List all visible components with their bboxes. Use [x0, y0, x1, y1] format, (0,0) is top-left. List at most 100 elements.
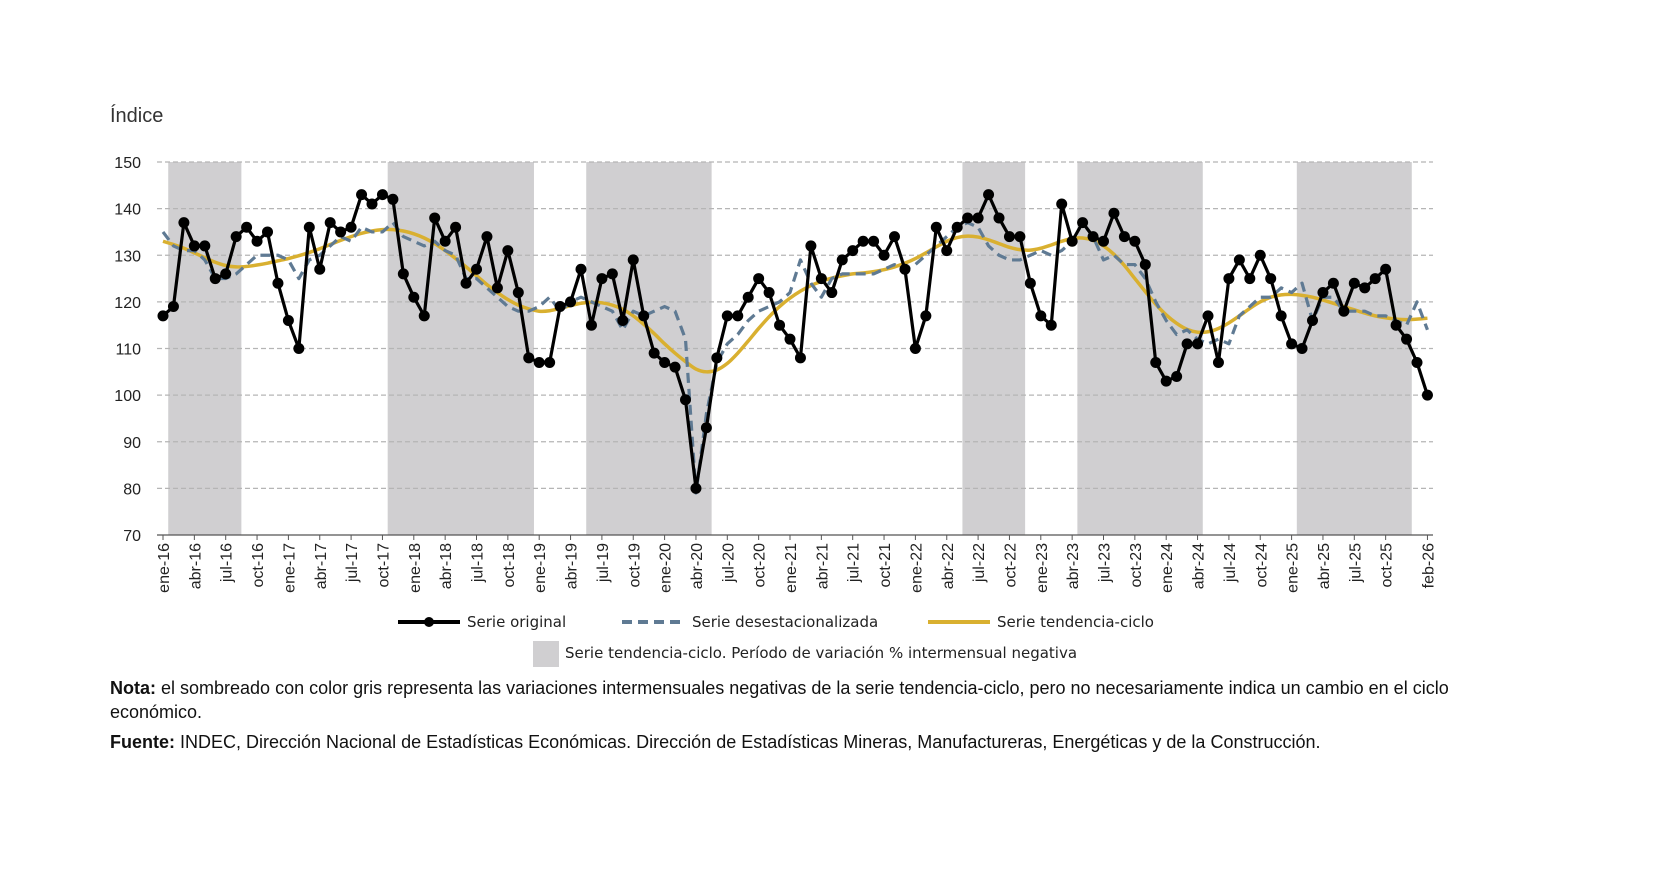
x-tick-label: jul-19 [595, 543, 612, 583]
data-point [1359, 282, 1371, 294]
data-point [167, 301, 179, 313]
data-point [784, 333, 796, 345]
data-point [575, 263, 587, 275]
data-point [471, 263, 482, 275]
y-tick-label: 100 [114, 388, 141, 405]
x-tick-label: jul-20 [720, 543, 737, 583]
data-point [1202, 310, 1214, 322]
data-point [460, 277, 472, 289]
x-tick-label: oct-22 [1002, 543, 1019, 588]
data-point [1171, 370, 1183, 382]
data-point [1150, 356, 1162, 368]
data-point [1087, 231, 1099, 243]
data-point [1192, 338, 1204, 350]
x-tick-label: oct-18 [501, 543, 518, 588]
data-point [376, 189, 388, 201]
data-point [774, 319, 786, 331]
data-point [742, 291, 754, 303]
data-point [1160, 375, 1172, 387]
data-point [1108, 207, 1120, 219]
data-point [680, 394, 691, 406]
data-point [794, 352, 806, 364]
data-point [951, 221, 963, 233]
x-tick-label: abr-17 [313, 543, 330, 589]
data-point [690, 482, 702, 494]
x-tick-label: ene-18 [407, 543, 424, 593]
data-point [282, 315, 294, 327]
data-point [157, 310, 169, 322]
data-point [272, 277, 284, 289]
data-point [178, 217, 190, 229]
data-point [1327, 277, 1339, 289]
data-point [1056, 198, 1068, 210]
data-point [293, 343, 305, 354]
x-tick-label: oct-23 [1128, 543, 1145, 588]
data-point [314, 263, 326, 275]
data-point [1348, 277, 1360, 289]
data-point [262, 226, 273, 238]
data-point [1129, 235, 1141, 247]
data-point [606, 268, 618, 280]
data-point [1223, 273, 1235, 285]
data-point [1244, 273, 1256, 285]
legend-marker-original [424, 617, 434, 627]
legend-label-shaded: Serie tendencia-ciclo. Período de variac… [565, 644, 1077, 662]
data-point [1265, 273, 1277, 285]
data-point [1139, 259, 1151, 271]
data-point [335, 226, 347, 238]
data-point [899, 263, 911, 275]
data-point [1401, 333, 1413, 345]
note-text: Nota: el sombreado con color gris repres… [110, 676, 1530, 724]
legend-label-desestacionalizada: Serie desestacionalizada [692, 613, 878, 631]
x-tick-label: jul-22 [971, 543, 988, 583]
legend-label-original: Serie original [467, 613, 566, 631]
data-point [1233, 254, 1245, 266]
x-tick-label: jul-23 [1097, 543, 1114, 583]
data-point [1296, 343, 1308, 354]
data-point [1275, 310, 1287, 322]
data-point [450, 221, 462, 233]
data-point [1035, 310, 1047, 322]
data-point [983, 189, 995, 201]
data-point [366, 198, 378, 210]
data-point [230, 231, 242, 243]
x-tick-label: abr-20 [689, 543, 706, 589]
data-point [638, 310, 650, 322]
data-point [429, 212, 441, 224]
data-point [1411, 356, 1423, 368]
x-tick-label: oct-19 [626, 543, 643, 588]
source-body: INDEC, Dirección Nacional de Estadística… [175, 732, 1321, 752]
data-point [700, 422, 712, 434]
data-point [1380, 263, 1392, 275]
x-tick-label: ene-23 [1034, 543, 1051, 593]
y-tick-label: 140 [114, 202, 141, 219]
series-line-1 [161, 221, 1429, 495]
data-point [356, 189, 368, 201]
data-point [596, 273, 608, 285]
data-point [533, 356, 545, 368]
data-point [512, 287, 524, 299]
data-point [1254, 249, 1266, 261]
data-point [1338, 305, 1350, 317]
data-point [920, 310, 932, 322]
note-label: Nota: [110, 678, 156, 698]
data-point [972, 212, 984, 224]
x-tick-label: oct-20 [752, 543, 769, 588]
data-point [220, 268, 232, 280]
data-point [1317, 287, 1329, 299]
data-point [1286, 338, 1298, 350]
data-point [491, 282, 503, 294]
data-point [648, 347, 660, 359]
data-point [878, 249, 890, 261]
data-point [418, 310, 430, 322]
data-point [1390, 319, 1402, 331]
x-tick-label: oct-16 [250, 543, 267, 588]
data-point [889, 231, 900, 243]
data-point [523, 352, 535, 364]
data-point [826, 287, 838, 299]
x-tick-label: jul-17 [344, 543, 361, 583]
data-point [815, 273, 827, 285]
data-point [565, 296, 577, 308]
data-point [387, 193, 399, 205]
